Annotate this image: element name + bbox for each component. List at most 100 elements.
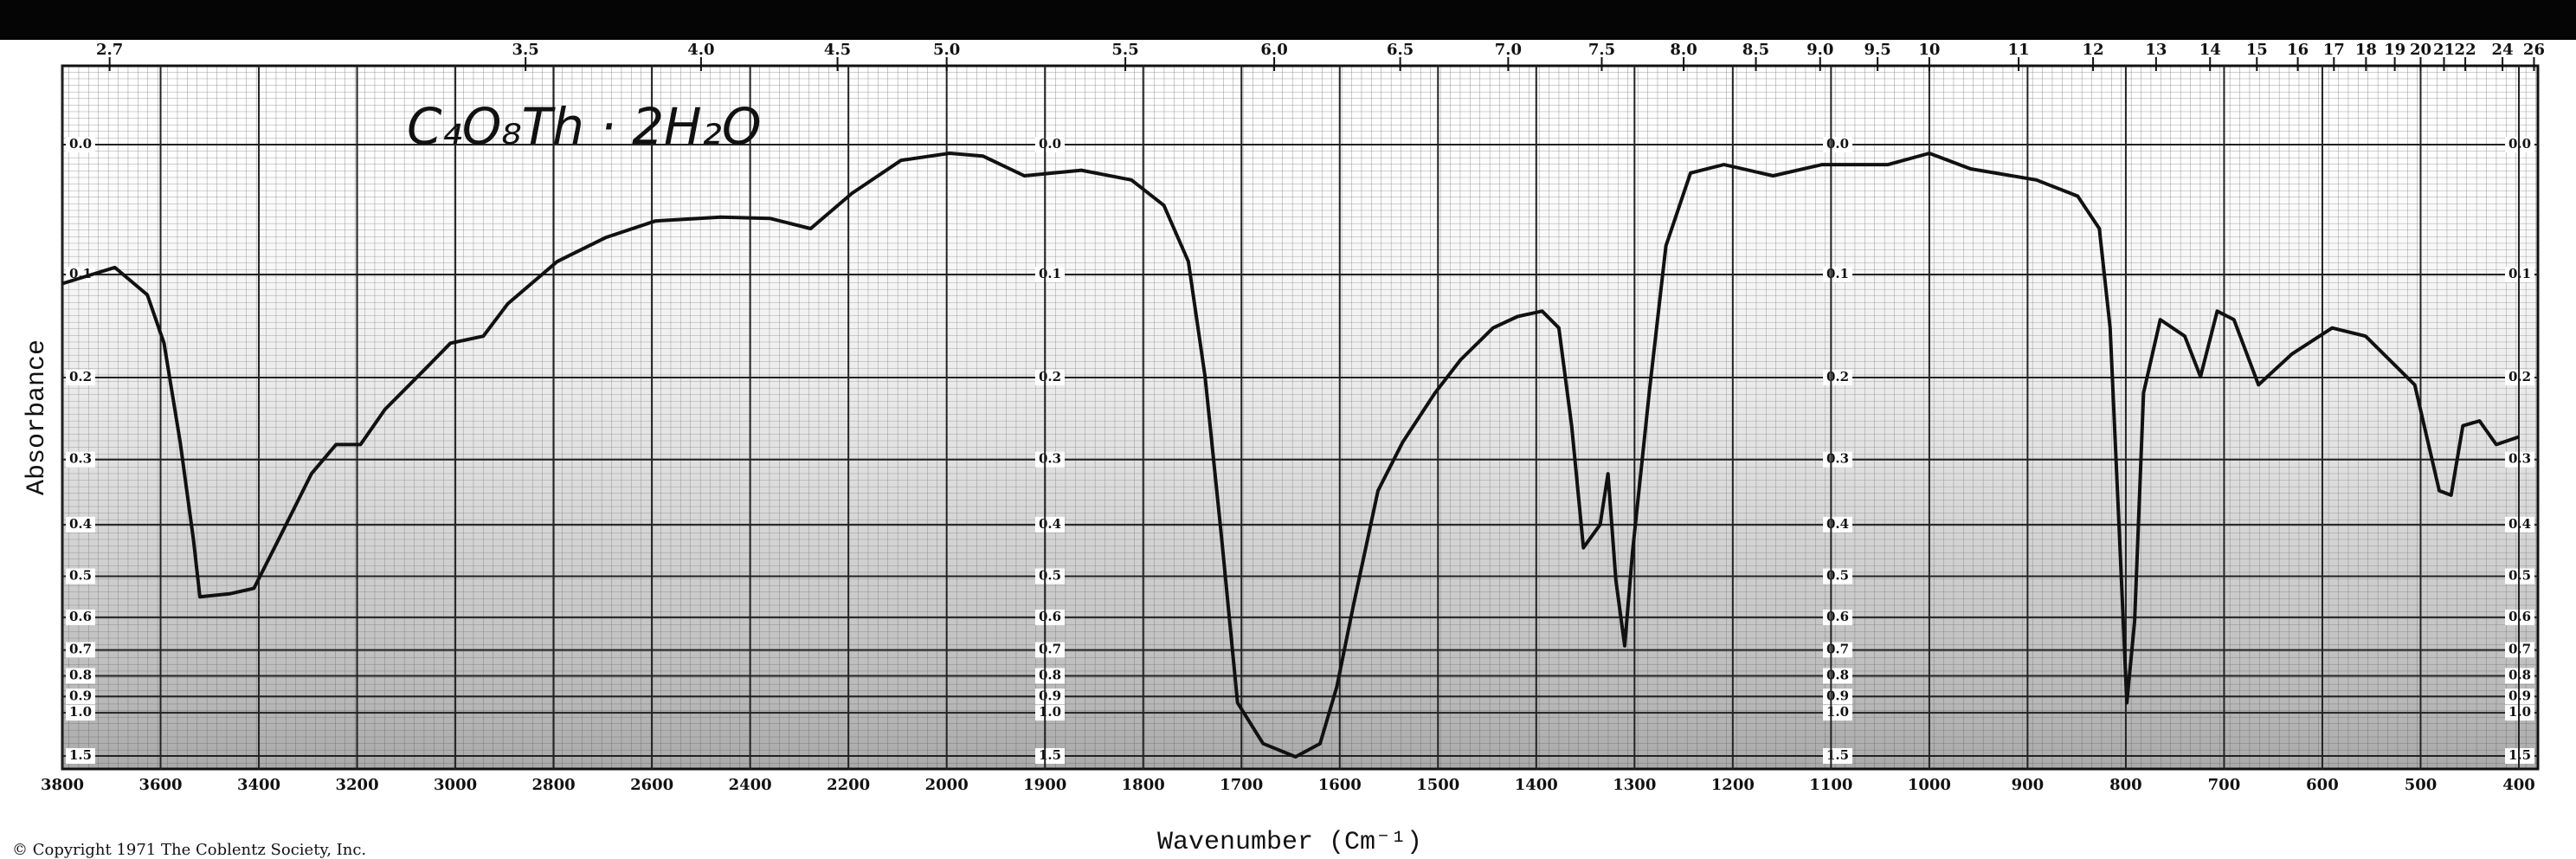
- tick-label-bg: [1035, 370, 1065, 386]
- x2-tick-label: 6.0: [1260, 41, 1287, 59]
- tick-label-bg: [66, 688, 95, 705]
- tick-label-bg: [1035, 609, 1065, 625]
- x2-tick-label: 26: [2523, 41, 2545, 59]
- y-tick-label: 0.4: [1826, 516, 1849, 532]
- y-tick-label: 0.6: [1039, 609, 1061, 624]
- y-tick-label: 0.6: [69, 609, 92, 624]
- x2-tick-label: 8.5: [1742, 41, 1769, 59]
- y-tick-label: 0.7: [1826, 642, 1849, 657]
- tick-label-bg: [66, 266, 95, 282]
- y-tick-label: 0.2: [2508, 369, 2531, 384]
- y-tick-label: 0.0: [2508, 136, 2531, 152]
- x2-tick-label: 12: [2083, 41, 2104, 59]
- tick-label-bg: [1035, 516, 1065, 533]
- x2-tick-label: 18: [2355, 41, 2377, 59]
- x2-tick-label: 5.0: [933, 41, 960, 59]
- tick-label-bg: [66, 451, 95, 468]
- y-tick-label: 0.5: [2508, 568, 2531, 584]
- x2-tick-label: 7.0: [1495, 41, 1522, 59]
- x2-tick-label: 14: [2199, 41, 2221, 59]
- y-tick-label: 0.7: [1039, 642, 1061, 657]
- y-tick-label: 1.0: [2508, 704, 2531, 720]
- x-tick-label: 800: [2109, 776, 2142, 794]
- copyright: © Copyright 1971 The Coblentz Society, I…: [12, 841, 366, 859]
- x2-tick-label: 16: [2287, 41, 2309, 59]
- y-tick-label: 0.4: [69, 516, 92, 532]
- spectrum-line: [61, 152, 2520, 759]
- x-tick-label: 2600: [630, 776, 673, 794]
- tick-label-bg: [66, 370, 95, 386]
- y-tick-label: 0.9: [69, 688, 92, 703]
- paper-shade: [62, 66, 2538, 769]
- tick-label-bg: [1035, 137, 1065, 152]
- x-tick-label: 1500: [1416, 776, 1459, 794]
- x2-tick-label: 10: [1918, 41, 1940, 59]
- y-tick-label: 0.4: [1039, 516, 1061, 532]
- y-tick-label: 0.8: [1039, 668, 1061, 683]
- x-tick-label: 2000: [925, 776, 969, 794]
- y-tick-label: 0.8: [2508, 668, 2531, 683]
- tick-label-bg: [66, 668, 95, 684]
- x2-tick-label: 2.7: [96, 41, 123, 59]
- y-tick-label: 1.5: [1039, 747, 1061, 763]
- y-tick-label: 0.0: [69, 136, 92, 152]
- y-tick-label: 0.3: [1039, 451, 1061, 467]
- y-tick-label: 0.5: [1826, 568, 1849, 584]
- y-tick-label: 0.9: [2508, 688, 2531, 703]
- tick-label-bg: [66, 642, 95, 658]
- x2-tick-label: 3.5: [512, 41, 539, 59]
- tick-label-bg: [66, 609, 95, 625]
- y-tick-label: 1.0: [69, 704, 92, 720]
- y-tick-label: 0.6: [1826, 609, 1849, 624]
- x-tick-label: 1600: [1318, 776, 1362, 794]
- x-tick-label: 3400: [237, 776, 280, 794]
- x-tick-label: 900: [2012, 776, 2045, 794]
- y-tick-label: 1.0: [1039, 704, 1061, 720]
- x-tick-label: 700: [2208, 776, 2241, 794]
- tick-label-bg: [1035, 668, 1065, 684]
- tick-label-bg: [1035, 748, 1065, 764]
- x2-tick-label: 22: [2455, 41, 2476, 59]
- x2-tick-label: 20: [2410, 41, 2431, 59]
- y-tick-label: 1.5: [69, 747, 92, 763]
- tick-label-bg: [1035, 688, 1065, 705]
- x-tick-label: 400: [2502, 776, 2535, 794]
- y-tick-label: 0.1: [1826, 266, 1849, 281]
- tick-label-bg: [1035, 266, 1065, 282]
- y-tick-label: 0.0: [1826, 136, 1849, 152]
- x-tick-label: 1900: [1023, 776, 1066, 794]
- y-tick-label: 0.4: [2508, 516, 2531, 532]
- y-tick-label: 0.2: [1039, 369, 1061, 384]
- tick-label-bg: [66, 516, 95, 533]
- x2-tick-label: 7.5: [1588, 41, 1615, 59]
- y-tick-label: 0.3: [1826, 451, 1849, 467]
- y-tick-label: 0.8: [69, 668, 92, 683]
- y-tick-label: 0.5: [69, 568, 92, 584]
- y-axis-label: Absorbance: [23, 339, 52, 495]
- y-tick-label: 1.5: [1826, 747, 1849, 763]
- y-tick-label: 0.7: [2508, 642, 2531, 657]
- x2-tick-label: 4.5: [824, 41, 851, 59]
- y-tick-label: 0.1: [1039, 266, 1061, 281]
- y-tick-label: 0.9: [1039, 688, 1061, 703]
- tick-label-bg: [1035, 705, 1065, 721]
- x2-tick-label: 8.0: [1670, 41, 1697, 59]
- tick-label-bg: [66, 137, 95, 152]
- x-tick-label: 1000: [1908, 776, 1951, 794]
- x2-tick-label: 19: [2384, 41, 2405, 59]
- y-tick-label: 0.3: [69, 451, 92, 467]
- x-tick-label: 600: [2306, 776, 2339, 794]
- y-tick-label: 0.0: [1039, 136, 1061, 152]
- x-tick-label: 1700: [1220, 776, 1263, 794]
- x2-tick-label: 17: [2323, 41, 2345, 59]
- y-tick-label: 0.8: [1826, 668, 1849, 683]
- y-tick-label: 0.2: [69, 369, 92, 384]
- x2-tick-label: 15: [2246, 41, 2268, 59]
- y-tick-label: 0.2: [1826, 369, 1849, 384]
- x-tick-label: 1400: [1515, 776, 1558, 794]
- x-tick-label: 2200: [827, 776, 870, 794]
- tick-label-bg: [1035, 642, 1065, 658]
- tick-label-bg: [66, 705, 95, 721]
- x-tick-label: 2800: [532, 776, 576, 794]
